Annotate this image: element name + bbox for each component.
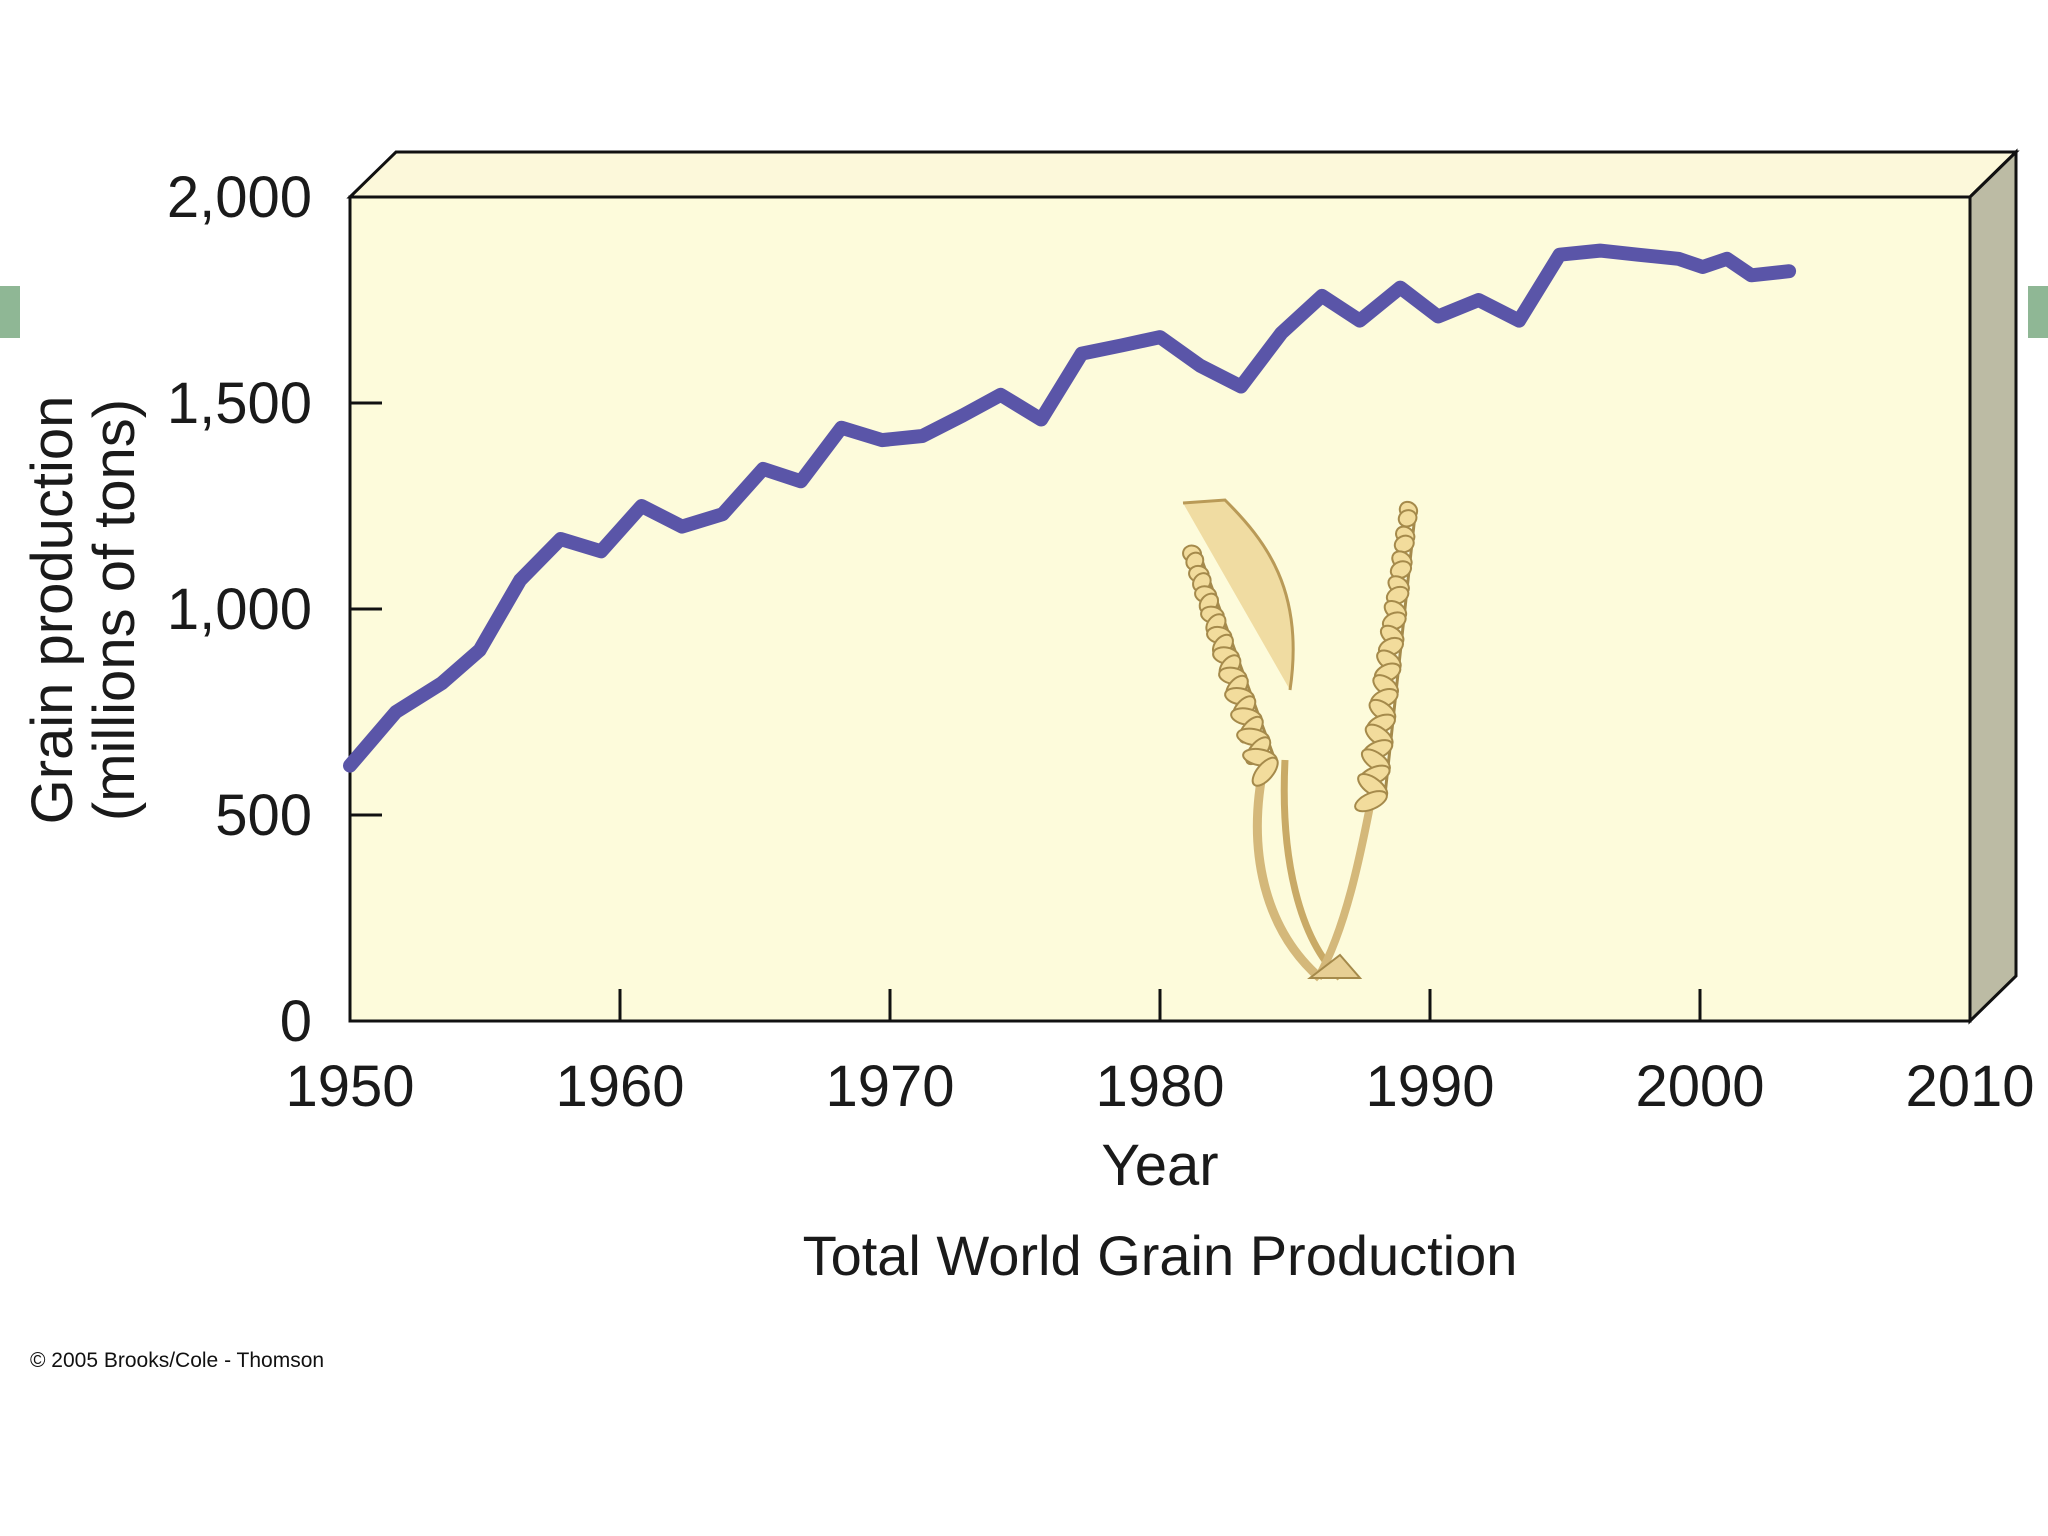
right-edge-tab	[2028, 286, 2048, 338]
y-tick-label: 0	[280, 989, 312, 1054]
y-tick-label: 1,000	[167, 577, 312, 642]
plot-side-face	[1968, 148, 2018, 1025]
y-axis-ticks: 0 500 1,000 1,500 2,000	[167, 165, 382, 1054]
y-tick-label: 2,000	[167, 165, 312, 230]
x-tick-label: 1950	[285, 1054, 414, 1119]
copyright-notice: © 2005 Brooks/Cole - Thomson	[30, 1349, 325, 1372]
grain-production-line	[343, 243, 1797, 773]
plot-area	[348, 195, 1972, 1023]
x-axis-title: Year	[1101, 1133, 1218, 1198]
x-axis-ticks: 1950 1960 1970 1980 1990 2000 2010	[285, 989, 2035, 1119]
x-tick-label: 1990	[1365, 1054, 1494, 1119]
y-axis-title-line-1: Grain production	[20, 396, 85, 825]
x-tick-label: 2010	[1905, 1054, 2034, 1119]
x-tick-label: 2000	[1635, 1054, 1764, 1119]
x-tick-label: 1970	[825, 1054, 954, 1119]
plot-top-face	[346, 150, 2020, 199]
left-edge-tab	[0, 286, 20, 338]
x-tick-label: 1980	[1095, 1054, 1224, 1119]
x-tick-label: 1960	[555, 1054, 684, 1119]
y-tick-label: 500	[215, 783, 312, 848]
wheat-stalks-icon	[1182, 498, 1419, 982]
y-axis-title-line-2: (millions of tons)	[82, 399, 147, 821]
chart-caption: Total World Grain Production	[803, 1224, 1518, 1287]
y-tick-label: 1,500	[167, 371, 312, 436]
